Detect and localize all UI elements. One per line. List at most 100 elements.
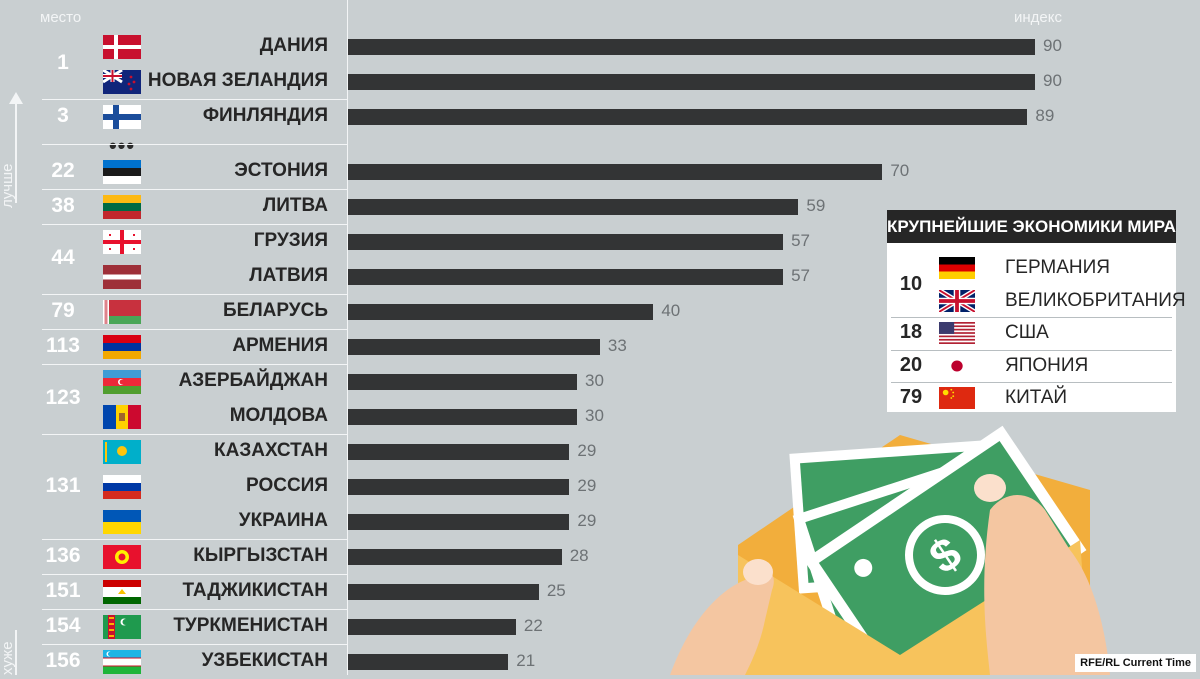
row-separator [42,574,347,575]
value-label: 30 [585,370,604,390]
armenia-flag-icon [103,334,141,359]
rank-label: 3 [57,103,69,127]
bar [348,338,600,355]
germany-flag-icon [939,257,975,280]
largest-economies-title: КРУПНЕЙШИЕ ЭКОНОМИКИ МИРА [887,210,1176,243]
kyrgyzstan-flag-icon [103,544,141,569]
economy-separator [891,382,1172,383]
value-label: 22 [523,615,543,635]
right-thumb [974,474,1006,502]
index-column-header: индекс [1014,9,1062,26]
rank-label: 22 [51,158,75,182]
value-label: 70 [890,160,910,180]
chart-axis-line [347,0,348,675]
country-label: МОЛДОВА [229,404,328,426]
rank-label: 156 [45,648,81,672]
value-label: 30 [585,405,604,425]
turkmenistan-flag-icon [103,614,141,639]
bar [348,618,516,635]
value-label: 90 [1043,70,1062,90]
value-label: 57 [791,230,811,250]
row-separator [42,644,347,645]
bar [348,478,570,495]
value-label: 59 [806,195,826,215]
value-label: 33 [607,335,627,355]
rank-label: 1 [57,51,69,74]
rank-label: 113 [46,333,80,357]
country-label: АРМЕНИЯ [232,334,328,356]
country-label: НОВАЯ ЗЕЛАНДИЯ [147,69,328,91]
row-separator [42,539,347,540]
rank-label: 44 [51,246,75,269]
row-separator [42,329,347,330]
estonia-flag-icon [103,159,141,184]
value-label: 25 [546,580,566,600]
rank-label: 154 [45,613,81,637]
rank-label: 136 [45,543,81,567]
ukraine-flag-icon [103,509,141,534]
country-label: ЛАТВИЯ [249,264,328,286]
country-label: УЗБЕКИСТАН [201,649,328,671]
rank-label: 131 [45,473,81,497]
china-flag-icon [939,387,975,410]
ellipsis: ••• [108,133,136,158]
country-label: КЫРГЫЗСТАН [193,544,328,566]
value-label: 90 [1043,35,1062,55]
country-label: ГРУЗИЯ [253,229,328,251]
new-zealand-flag-icon [102,68,141,94]
moldova-flag-icon [103,404,141,429]
better-arrow-icon [15,103,17,203]
value-label: 29 [577,510,597,530]
row-separator [42,189,347,190]
economy-country: США [1005,322,1049,344]
largest-economies-panel: КРУПНЕЙШИЕ ЭКОНОМИКИ МИРА 10 18 20 79 ГЕРМАН… [887,210,1186,412]
bar [348,38,1035,55]
country-label: БЕЛАРУСЬ [222,299,328,321]
economy-country: ЯПОНИЯ [1005,354,1089,376]
row-separator [42,364,347,365]
left-thumb [743,559,773,585]
denmark-flag-icon [103,34,141,59]
lithuania-flag-icon [103,194,141,219]
country-label: ТАДЖИКИСТАН [182,579,328,601]
row-separator [42,144,347,145]
country-label: ЭСТОНИЯ [234,159,328,181]
row-separator [42,224,347,225]
value-label: 40 [661,300,681,320]
bar [348,73,1035,90]
uk-flag-icon [937,287,977,314]
economy-rank: 79 [899,386,923,409]
value-label: 29 [577,440,597,460]
azerbaijan-flag-icon [103,369,141,394]
economy-separator [891,317,1172,318]
bar [348,268,784,285]
value-label: 29 [577,475,597,495]
worse-arrow-icon [15,630,17,675]
bar [348,548,562,565]
finland-flag-icon [103,104,141,129]
economy-country: ГЕРМАНИЯ [1005,257,1111,279]
country-label: УКРАИНА [238,509,328,531]
russia-flag-icon [103,474,141,499]
bar [348,513,570,530]
country-label: ТУРКМЕНИСТАН [173,614,328,636]
uzbekistan-flag-icon [103,649,141,674]
country-label: ФИНЛЯНДИЯ [202,104,328,126]
usa-flag-icon [939,322,975,345]
source-credit: RFE/RL Current Time [1075,654,1196,672]
bar [348,583,539,600]
value-label: 28 [569,545,589,565]
rank-label: 79 [51,298,75,322]
row-separator [42,294,347,295]
row-separator [42,609,347,610]
row-separator [42,99,347,100]
bar [348,653,509,670]
tajikistan-flag-icon [103,579,141,604]
latvia-flag-icon [103,264,141,289]
kazakhstan-flag-icon [103,439,141,464]
bar [348,233,784,250]
money-envelope-icon: $ [670,425,1110,675]
bar [348,108,1028,125]
bar [348,408,577,425]
